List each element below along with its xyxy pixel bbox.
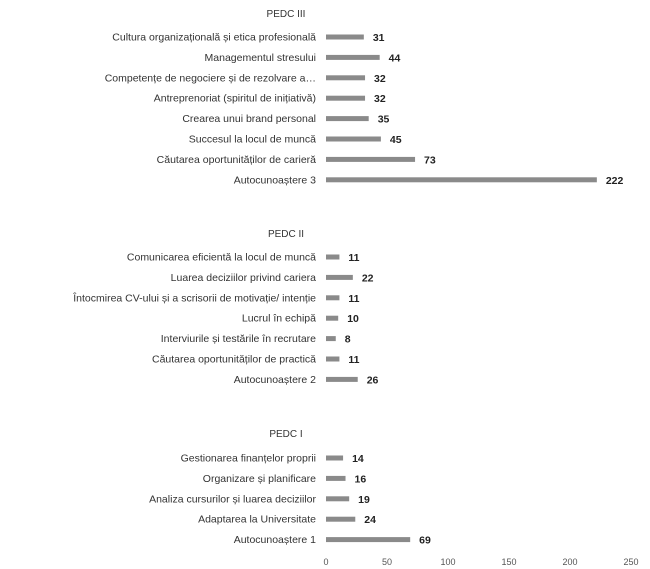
category-label: Comunicarea eficientă la locul de muncă [127,252,316,264]
data-label: 45 [390,134,402,146]
data-label: 11 [348,252,359,264]
bar [326,274,353,280]
category-label: Antreprenoriat (spiritul de inițiativă) [154,93,316,105]
bar [326,295,340,301]
data-label: 35 [378,114,390,126]
category-label: Cultura organizațională și etica profesi… [112,32,316,44]
data-label: 31 [373,32,385,44]
category-label: Succesul la locul de muncă [189,134,316,146]
bar [326,356,340,362]
data-label: 10 [347,313,359,325]
category-label: Adaptarea la Universitate [198,514,316,526]
x-tick-label: 250 [623,557,638,567]
bar [326,95,366,101]
x-tick-label: 200 [562,557,577,567]
group-title: PEDC II [268,229,304,240]
category-label: Căutarea oportunităților de carieră [157,154,317,166]
bar [326,136,381,142]
category-label: Autocunoaștere 1 [234,534,316,546]
bar [326,54,380,60]
category-label: Autocunoaștere 2 [234,374,316,386]
data-label: 22 [362,272,374,284]
data-label: 69 [419,535,431,547]
category-label: Gestionarea finanțelor proprii [181,453,316,465]
bar [326,496,350,502]
data-label: 26 [367,374,379,386]
group-title: PEDC I [269,429,302,440]
category-label: Luarea deciziilor privind cariera [171,272,316,284]
category-label: Crearea unui brand personal [182,113,316,125]
category-label: Căutarea oportunităților de practică [152,354,316,366]
data-label: 44 [389,52,401,64]
bar [326,516,356,522]
data-label: 19 [358,494,370,506]
bar [326,254,340,260]
bar [326,75,366,81]
data-label: 24 [364,514,376,526]
x-tick-label: 100 [440,557,455,567]
data-label: 32 [374,93,386,105]
bar [326,336,336,342]
category-label: Autocunoaștere 3 [234,174,316,186]
category-label: Managementul stresului [205,52,316,64]
category-label: Organizare și planificare [203,473,316,485]
data-label: 32 [374,73,386,85]
bar [326,455,344,461]
bar [326,376,358,382]
category-label: Lucrul în echipă [242,313,316,325]
x-tick-label: 50 [382,557,392,567]
data-label: 14 [352,453,364,465]
bar [326,475,346,481]
category-label: Competențe de negociere și de rezolvare … [105,72,316,84]
category-label: Interviurile și testările în recrutare [161,333,316,345]
data-label: 8 [345,334,351,346]
x-tick-label: 0 [323,557,328,567]
bar [326,34,364,40]
data-label: 16 [355,473,367,485]
data-label: 73 [424,154,436,166]
bar [326,177,597,183]
bar [326,537,411,543]
group-title: PEDC III [267,9,306,20]
x-tick-label: 150 [501,557,516,567]
data-label: 222 [606,175,624,187]
category-label: Analiza cursurilor și luarea deciziilor [149,493,316,505]
bar [326,315,339,321]
bar [326,116,369,122]
category-label: Întocmirea CV-ului și a scrisorii de mot… [72,291,316,304]
data-label: 11 [348,293,359,305]
data-label: 11 [348,354,359,366]
bar [326,156,416,162]
